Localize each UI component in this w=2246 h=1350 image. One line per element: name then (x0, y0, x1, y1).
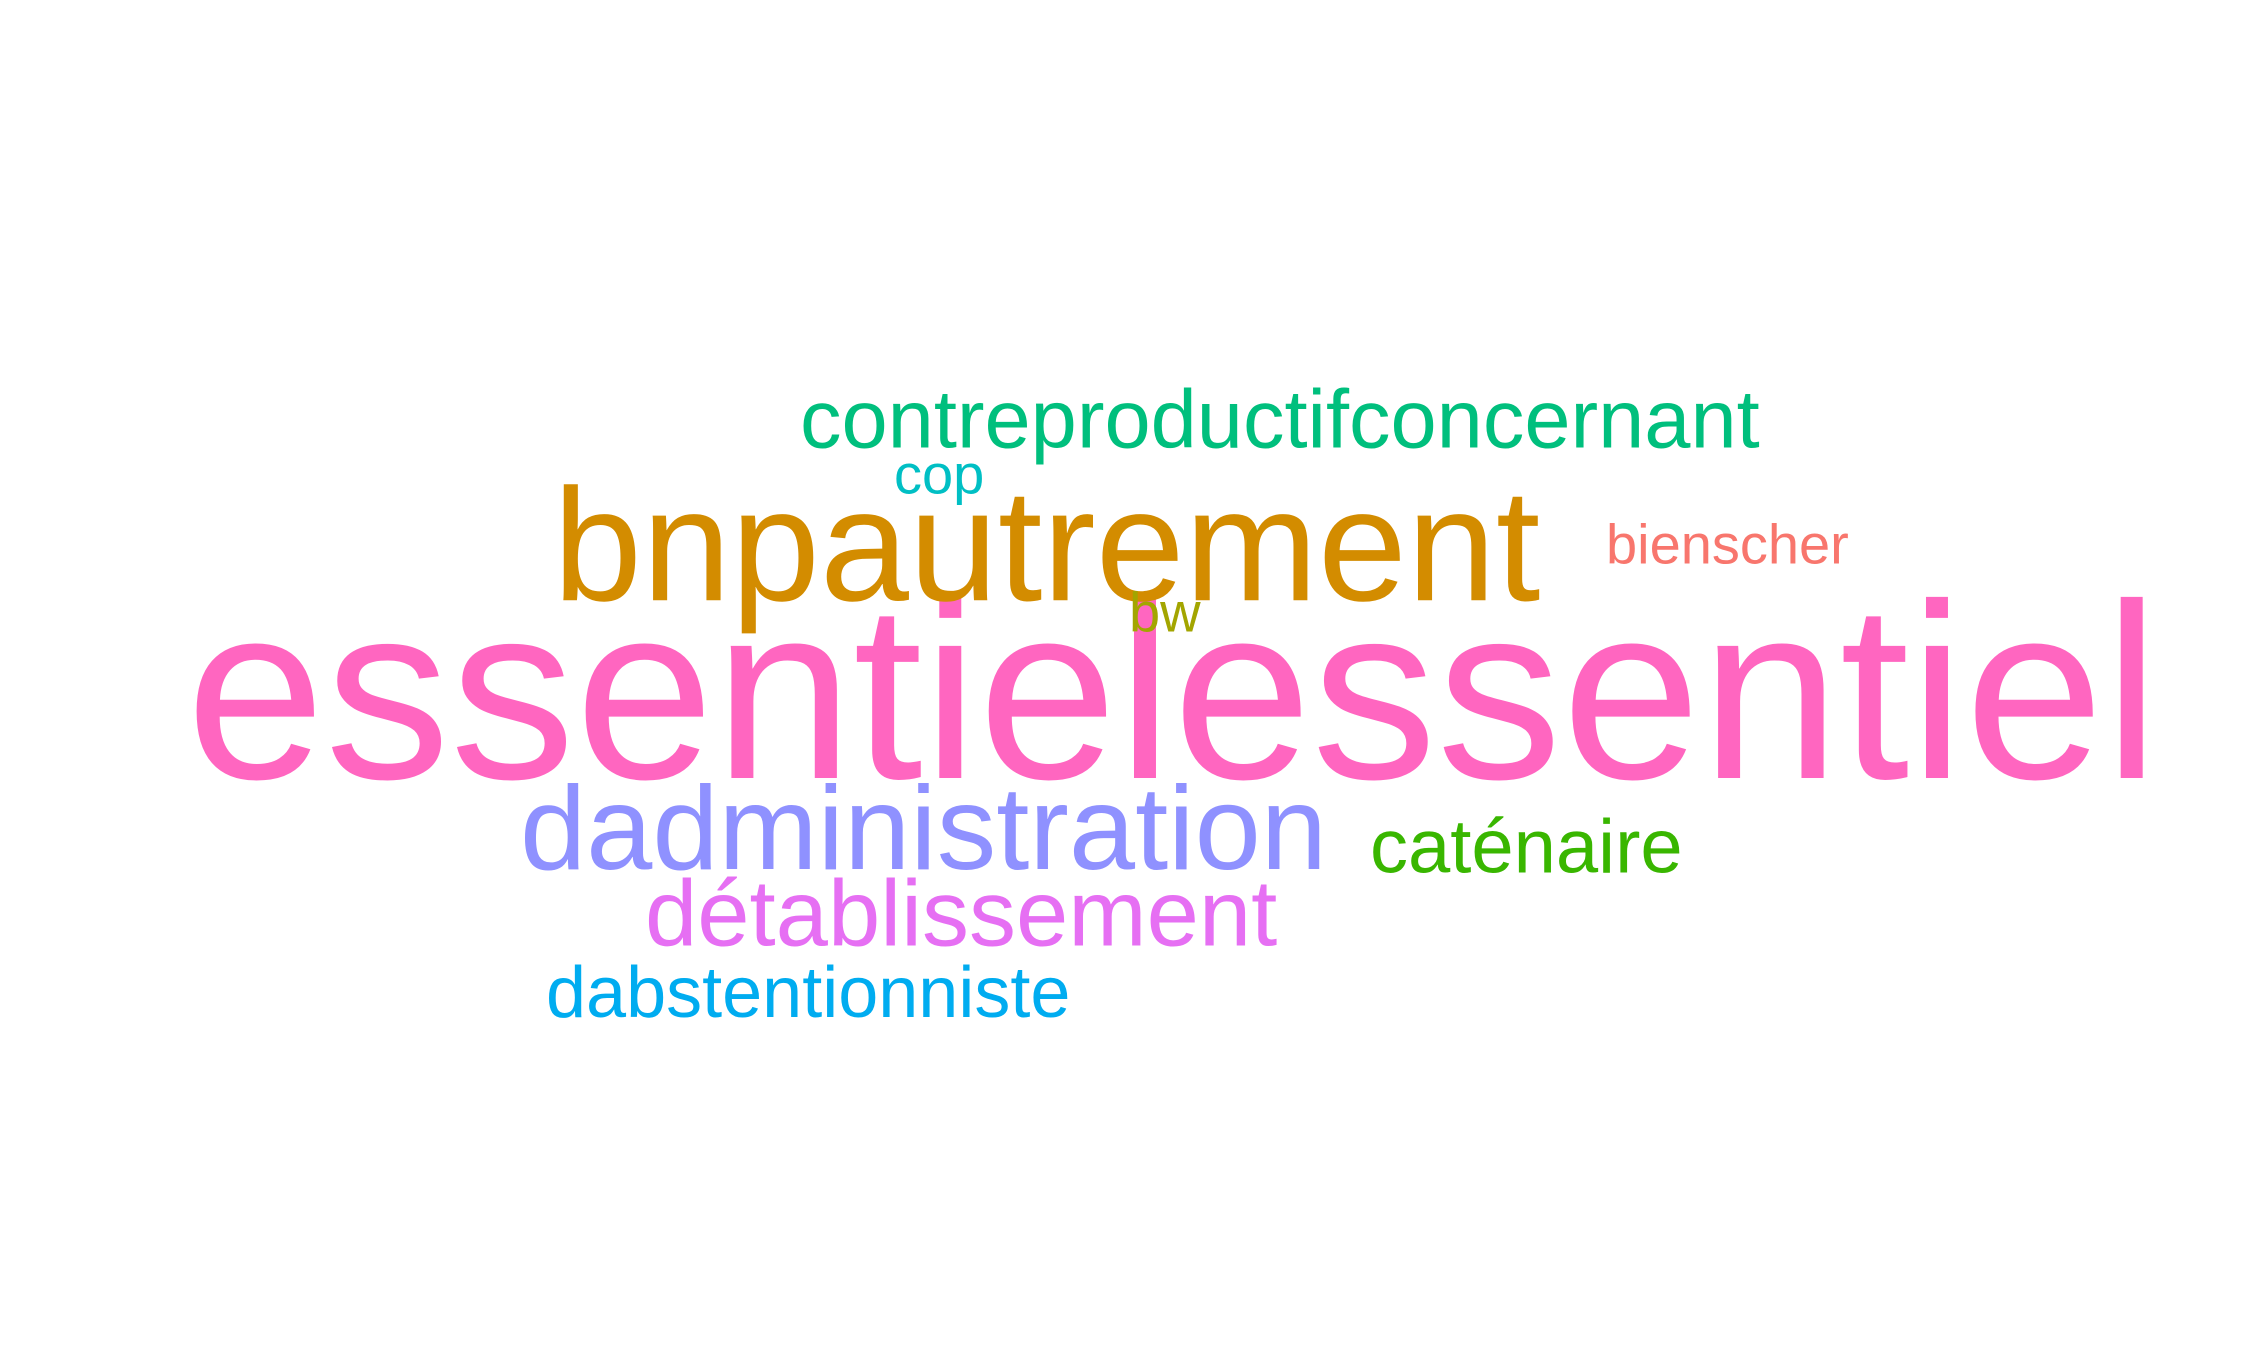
word-catenaire: caténaire (1370, 804, 1683, 890)
word-dabstentionniste: dabstentionniste (546, 952, 1071, 1033)
word-bienscher: bienscher (1606, 512, 1849, 576)
word-dadministration: dadministration (520, 762, 1327, 896)
word-bw: bw (1129, 580, 1201, 644)
word-contreproductifconcernant: contreproductifconcernant (800, 372, 1760, 466)
word-cop: cop (894, 442, 985, 506)
word-detablissement: détablissement (645, 860, 1278, 966)
word-essentielessentiel: essentielessentiel (186, 552, 2160, 831)
word-bnpautrement: bnpautrement (553, 455, 1541, 635)
